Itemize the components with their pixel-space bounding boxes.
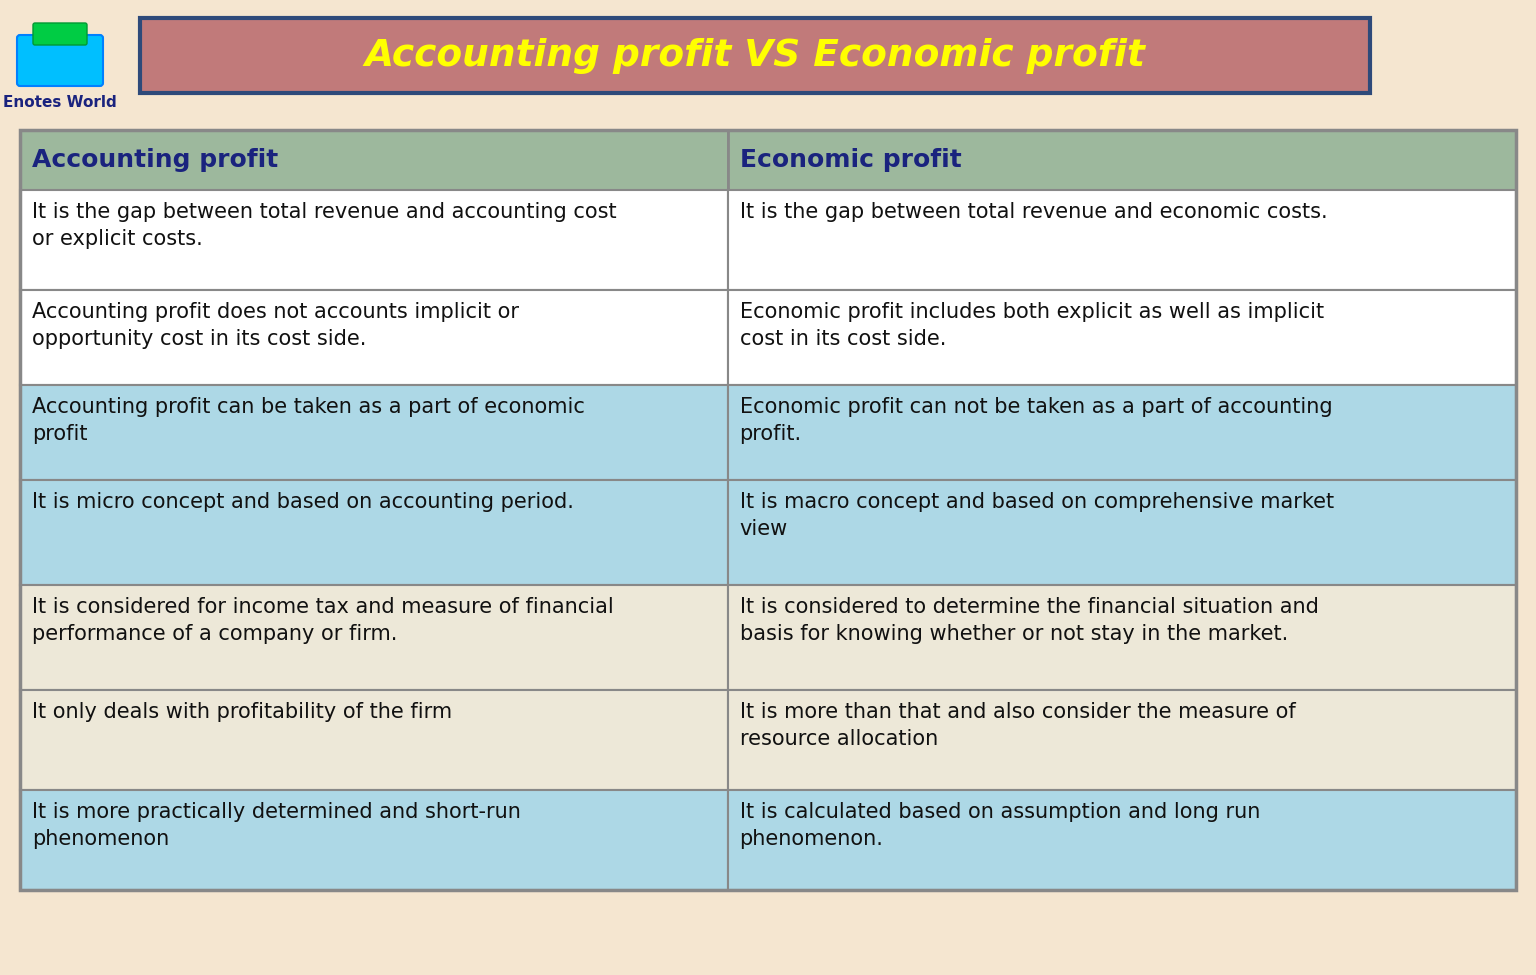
Text: It only deals with profitability of the firm: It only deals with profitability of the … [32, 702, 452, 722]
FancyBboxPatch shape [728, 480, 1516, 585]
Text: Accounting profit can be taken as a part of economic
profit: Accounting profit can be taken as a part… [32, 397, 585, 445]
FancyBboxPatch shape [728, 790, 1516, 890]
FancyBboxPatch shape [20, 385, 728, 480]
Text: It is considered to determine the financial situation and
basis for knowing whet: It is considered to determine the financ… [740, 597, 1318, 644]
Text: Accounting profit does not accounts implicit or
opportunity cost in its cost sid: Accounting profit does not accounts impl… [32, 302, 519, 349]
Text: Economic profit: Economic profit [740, 148, 962, 172]
Text: It is considered for income tax and measure of financial
performance of a compan: It is considered for income tax and meas… [32, 597, 614, 644]
FancyBboxPatch shape [728, 130, 1516, 190]
FancyBboxPatch shape [20, 585, 728, 690]
FancyBboxPatch shape [20, 130, 728, 190]
Text: It is calculated based on assumption and long run
phenomenon.: It is calculated based on assumption and… [740, 802, 1260, 849]
Text: Accounting profit: Accounting profit [32, 148, 278, 172]
FancyBboxPatch shape [728, 290, 1516, 385]
Text: It is the gap between total revenue and accounting cost
or explicit costs.: It is the gap between total revenue and … [32, 202, 616, 250]
FancyBboxPatch shape [20, 690, 728, 790]
Text: Enotes World: Enotes World [3, 95, 117, 110]
Text: It is macro concept and based on comprehensive market
view: It is macro concept and based on compreh… [740, 492, 1333, 539]
FancyBboxPatch shape [728, 585, 1516, 690]
FancyBboxPatch shape [17, 35, 103, 86]
Text: It is micro concept and based on accounting period.: It is micro concept and based on account… [32, 492, 574, 512]
FancyBboxPatch shape [20, 790, 728, 890]
FancyBboxPatch shape [20, 480, 728, 585]
Text: It is more than that and also consider the measure of
resource allocation: It is more than that and also consider t… [740, 702, 1295, 749]
Text: Economic profit can not be taken as a part of accounting
profit.: Economic profit can not be taken as a pa… [740, 397, 1332, 445]
FancyBboxPatch shape [32, 23, 88, 45]
FancyBboxPatch shape [140, 18, 1370, 93]
FancyBboxPatch shape [20, 190, 728, 290]
FancyBboxPatch shape [728, 190, 1516, 290]
FancyBboxPatch shape [728, 385, 1516, 480]
FancyBboxPatch shape [20, 290, 728, 385]
Text: Accounting profit VS Economic profit: Accounting profit VS Economic profit [364, 37, 1146, 73]
FancyBboxPatch shape [728, 690, 1516, 790]
Text: It is more practically determined and short-run
phenomenon: It is more practically determined and sh… [32, 802, 521, 849]
Text: It is the gap between total revenue and economic costs.: It is the gap between total revenue and … [740, 202, 1327, 222]
Text: Economic profit includes both explicit as well as implicit
cost in its cost side: Economic profit includes both explicit a… [740, 302, 1324, 349]
